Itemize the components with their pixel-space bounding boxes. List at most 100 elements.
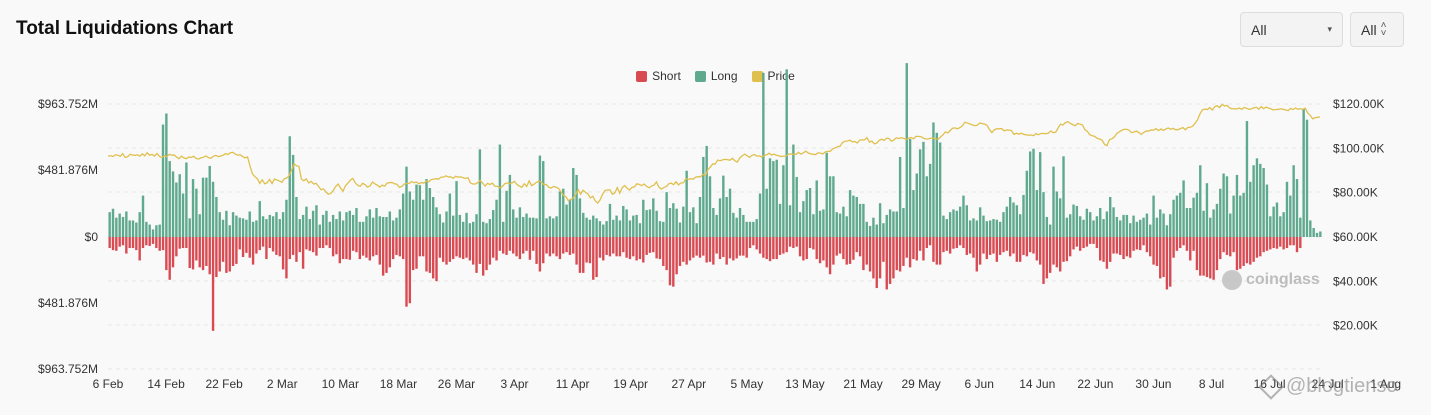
short-bar	[1052, 237, 1055, 265]
short-bar	[1202, 237, 1205, 276]
long-bar	[348, 210, 352, 237]
price-line	[107, 103, 1321, 205]
short-bar	[171, 237, 175, 268]
x-tick-label: 6 Jun	[965, 377, 994, 391]
short-bar	[228, 237, 231, 272]
long-bar	[1292, 165, 1295, 237]
long-bar	[745, 221, 748, 237]
watermark-credit: @blogtienso	[1286, 375, 1398, 397]
short-bar	[391, 237, 395, 260]
long-bar	[712, 208, 715, 237]
short-bar	[278, 237, 281, 257]
long-bar	[998, 221, 1002, 237]
short-bar	[962, 237, 965, 249]
short-bar	[792, 237, 795, 249]
x-tick-label: 14 Feb	[147, 377, 185, 391]
short-bar	[482, 237, 485, 276]
long-bar	[608, 203, 612, 237]
legend-item-short[interactable]: Short	[636, 69, 681, 83]
long-bar	[185, 162, 188, 237]
short-bar	[1002, 237, 1005, 253]
range-select[interactable]: All ˄ ˅	[1350, 12, 1404, 47]
short-bar	[315, 237, 318, 256]
long-bar	[1245, 121, 1249, 237]
long-bar	[1119, 220, 1122, 237]
long-bar	[175, 182, 178, 237]
short-bar	[321, 237, 325, 249]
short-bar	[201, 237, 205, 271]
long-bar	[808, 188, 812, 237]
short-bar	[852, 237, 855, 260]
long-bar	[1132, 215, 1135, 237]
long-bar	[682, 206, 685, 237]
long-bar	[178, 174, 181, 237]
long-bar	[498, 144, 502, 237]
long-bar	[932, 122, 935, 237]
short-bar	[935, 237, 938, 265]
long-bar	[1162, 213, 1165, 237]
long-bar	[1262, 167, 1265, 237]
long-bar	[515, 217, 518, 237]
short-bar	[295, 237, 298, 262]
long-bar	[552, 218, 555, 237]
short-bar	[508, 237, 512, 251]
long-bar	[665, 192, 668, 237]
long-bar	[1269, 216, 1272, 237]
short-bar	[702, 237, 705, 256]
short-bar	[1295, 237, 1299, 253]
short-bar	[298, 237, 301, 253]
short-bar	[1068, 237, 1072, 257]
legend-item-long[interactable]: Long	[694, 69, 738, 83]
long-bar	[398, 209, 402, 237]
coin-select[interactable]: All ▾	[1240, 12, 1343, 47]
long-bar	[635, 214, 638, 237]
short-bar	[151, 237, 155, 244]
long-bar	[1212, 209, 1215, 237]
long-bar	[482, 221, 485, 237]
short-bar	[1152, 237, 1155, 265]
short-bar	[1272, 237, 1275, 249]
long-bar	[655, 210, 658, 237]
short-bar	[682, 237, 685, 262]
short-bar	[161, 237, 165, 251]
long-bar	[1058, 198, 1062, 237]
short-bar	[235, 237, 238, 264]
long-bar	[155, 225, 158, 237]
short-bar	[525, 237, 528, 251]
short-bar	[1065, 237, 1069, 262]
long-bar	[978, 207, 982, 237]
long-bar	[495, 199, 498, 237]
short-bar	[518, 237, 522, 260]
y-right-tick-label: $80.00K	[1333, 186, 1378, 200]
short-bar	[348, 237, 352, 260]
short-bar	[451, 237, 455, 260]
short-bar	[932, 237, 935, 262]
short-bar	[822, 237, 825, 261]
long-bar	[161, 124, 165, 237]
long-bar	[1172, 199, 1175, 237]
long-bar	[268, 214, 271, 237]
long-bar	[512, 209, 515, 237]
short-bar	[698, 237, 702, 258]
long-bar	[668, 208, 672, 237]
long-bar	[915, 173, 918, 237]
short-bar	[191, 237, 195, 270]
short-bar	[582, 237, 585, 273]
long-bar	[1202, 210, 1205, 237]
short-bar	[998, 237, 1002, 255]
long-bar	[395, 217, 398, 237]
long-bar	[985, 221, 989, 237]
long-bar	[1309, 220, 1312, 237]
short-bar	[1245, 237, 1249, 264]
long-bar	[1265, 184, 1269, 237]
legend-item-price[interactable]: Price	[751, 69, 795, 83]
short-bar	[331, 237, 335, 257]
long-bar	[645, 210, 648, 237]
x-tick-label: 22 Jun	[1077, 377, 1113, 391]
short-bar	[628, 237, 632, 260]
short-bar	[692, 237, 695, 258]
long-bar	[1209, 217, 1212, 237]
short-bar	[408, 237, 412, 304]
long-bar	[365, 216, 368, 237]
short-bar	[155, 237, 158, 249]
